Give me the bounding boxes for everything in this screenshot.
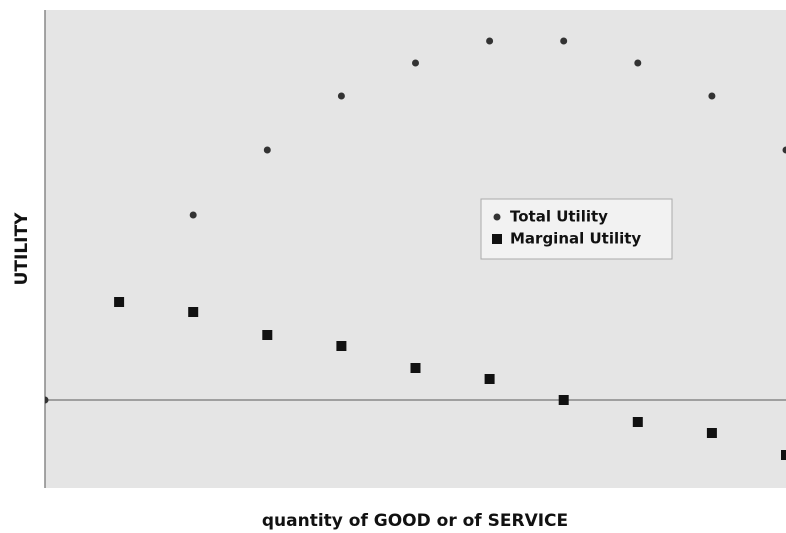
point [189,211,197,219]
point [781,450,786,460]
point [634,59,642,67]
x-axis-label: quantity of GOOD or of SERVICE [262,511,568,531]
legend-label: Total Utility [510,208,608,226]
point [188,307,199,317]
point [558,395,569,405]
point [263,146,271,154]
legend-label: Marginal Utility [510,230,641,248]
point [706,428,717,438]
point [484,374,495,384]
plot-area [45,10,786,488]
legend-box [480,198,673,260]
legend-marker [493,213,501,221]
point [486,37,494,45]
point [560,37,568,45]
point [632,417,643,427]
point [336,341,347,351]
point [45,396,49,404]
point [412,59,419,67]
point [708,92,716,100]
point [410,363,421,373]
y-axis-label: UTILITY [12,212,32,285]
point [782,146,786,154]
legend: Total Utility Marginal Utility [480,198,673,260]
marks [45,37,786,460]
legend-marker [492,234,502,244]
point [114,297,125,307]
point [262,330,273,340]
point [337,92,345,100]
